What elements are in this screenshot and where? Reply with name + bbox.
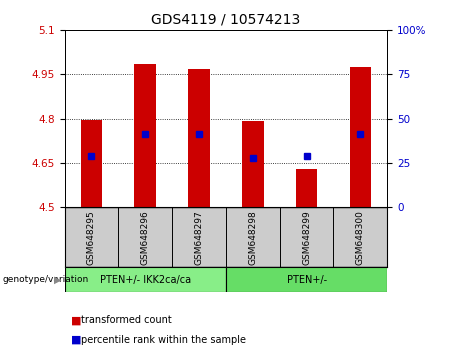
Text: percentile rank within the sample: percentile rank within the sample	[81, 335, 246, 345]
Text: GSM648300: GSM648300	[356, 210, 365, 265]
Text: GSM648296: GSM648296	[141, 210, 150, 264]
Text: transformed count: transformed count	[81, 315, 171, 325]
Text: GSM648299: GSM648299	[302, 210, 311, 264]
Text: GSM648295: GSM648295	[87, 210, 96, 264]
Bar	[296, 169, 317, 207]
Text: genotype/variation: genotype/variation	[2, 275, 89, 284]
Bar	[349, 67, 371, 207]
Bar	[242, 121, 264, 207]
Text: ▶: ▶	[54, 274, 62, 284]
Text: PTEN+/- IKK2ca/ca: PTEN+/- IKK2ca/ca	[100, 275, 191, 285]
Text: PTEN+/-: PTEN+/-	[286, 275, 327, 285]
Bar	[226, 267, 387, 292]
Title: GDS4119 / 10574213: GDS4119 / 10574213	[151, 12, 301, 26]
Text: GSM648298: GSM648298	[248, 210, 257, 264]
Bar	[188, 69, 210, 207]
Text: ■: ■	[71, 335, 82, 345]
Bar	[65, 267, 226, 292]
Text: GSM648297: GSM648297	[195, 210, 203, 264]
Bar	[135, 64, 156, 207]
Text: ■: ■	[71, 315, 82, 325]
Bar	[81, 120, 102, 207]
